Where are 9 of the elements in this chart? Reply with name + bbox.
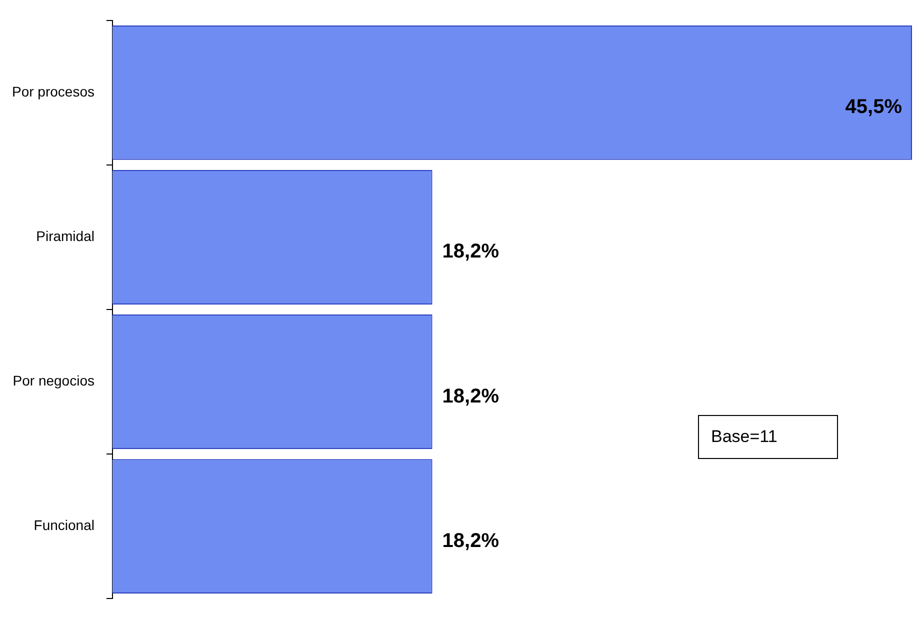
- note-frame: Base=11: [698, 415, 838, 459]
- data-label: 18,2%: [442, 240, 500, 263]
- data-label: 45,5%: [845, 96, 902, 118]
- data-label: 18,2%: [442, 385, 500, 408]
- y-tick-label: Funcional: [34, 517, 94, 534]
- data-label: 18,2%: [442, 530, 500, 552]
- y-tick-label: Por procesos: [12, 84, 94, 100]
- y-tick-label: Piramidal: [36, 228, 94, 244]
- y-tick-label: Por negocios: [12, 372, 94, 389]
